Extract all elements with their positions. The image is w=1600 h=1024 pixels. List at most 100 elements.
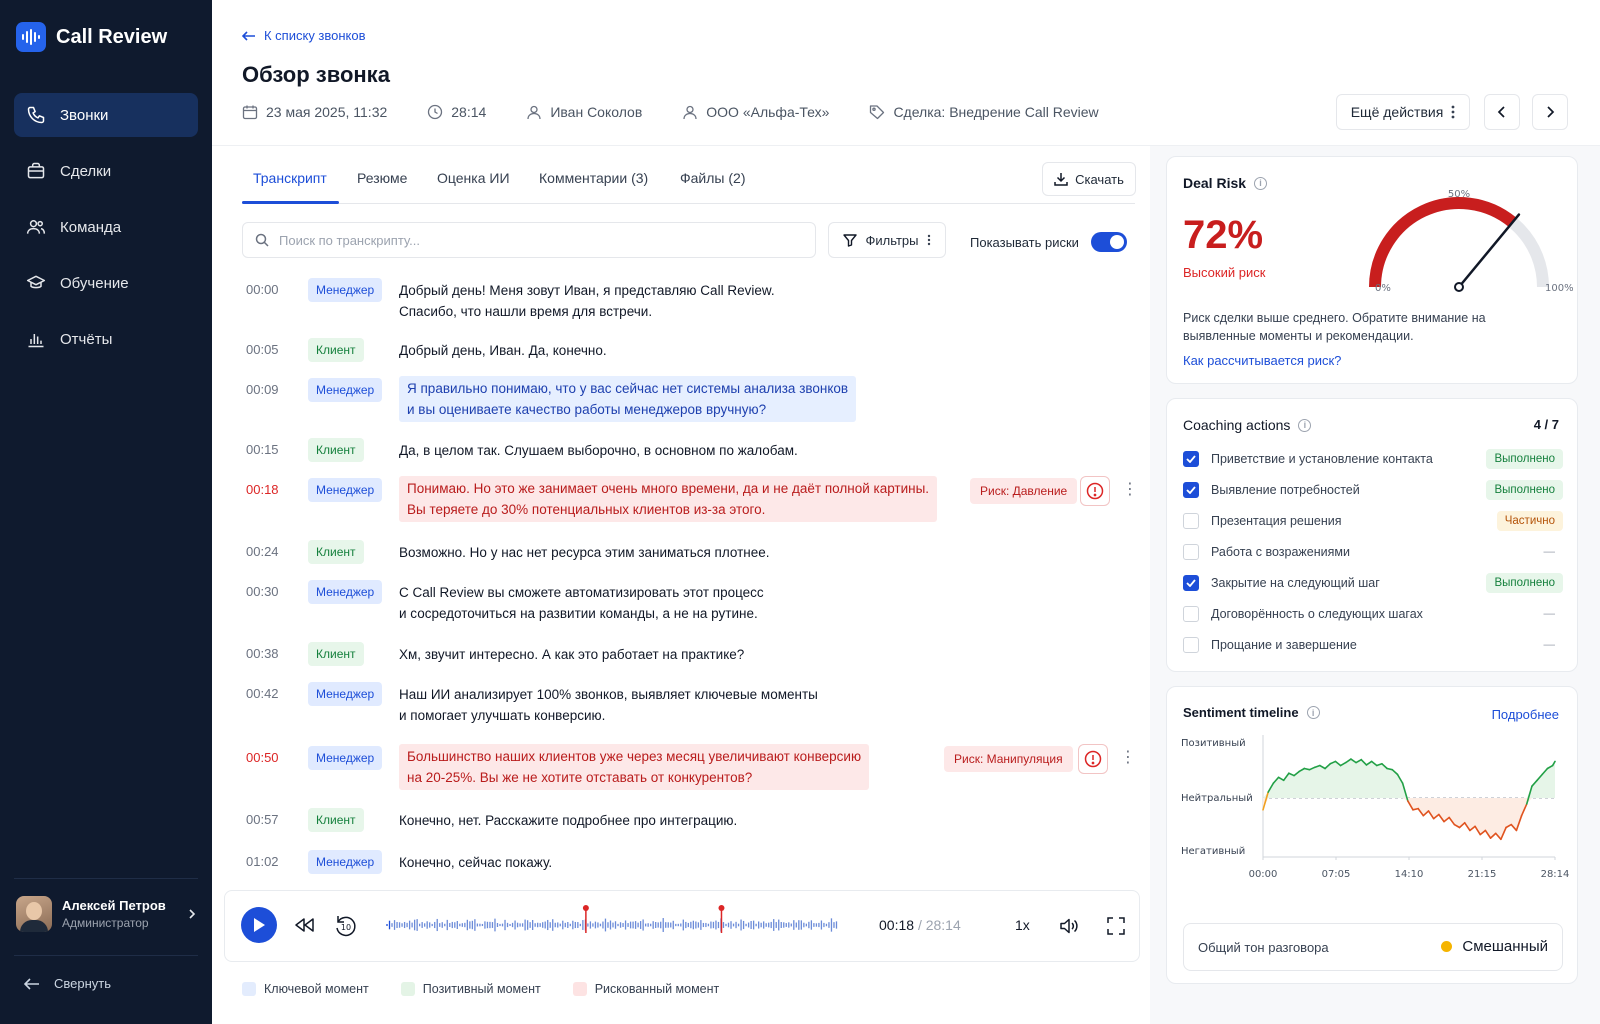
y-tick-label: Негативный <box>1181 846 1245 857</box>
row-time[interactable]: 00:30 <box>246 584 279 599</box>
coaching-title: Coaching actions i <box>1183 417 1312 433</box>
sentiment-segment <box>1510 823 1518 832</box>
utterance-line: Понимаю. Но это же занимает очень много … <box>407 481 930 496</box>
row-more-icon[interactable]: ⋮ <box>1122 481 1138 498</box>
transcript-search-input[interactable]: Поиск по транскрипту... <box>242 222 816 258</box>
speaker-badge: Клиент <box>308 808 364 832</box>
speaker-badge: Клиент <box>308 438 364 462</box>
coaching-item[interactable]: Закрытие на следующий шаг Выполнено <box>1183 573 1563 593</box>
row-time[interactable]: 00:38 <box>246 646 279 661</box>
tab-files[interactable]: Файлы (2) <box>680 170 746 186</box>
legend-label: Позитивный момент <box>422 982 541 996</box>
user-icon <box>683 105 697 120</box>
coaching-item[interactable]: Приветствие и установление контакта Выпо… <box>1183 449 1563 469</box>
sentiment-segment <box>1417 807 1425 817</box>
row-time[interactable]: 00:50 <box>246 750 279 765</box>
checkbox[interactable] <box>1183 482 1199 498</box>
play-button[interactable] <box>241 907 277 943</box>
coaching-item[interactable]: Прощание и завершение — <box>1183 635 1563 655</box>
playback-speed-button[interactable]: 1x <box>1015 917 1030 933</box>
risk-badge[interactable]: Риск: Давление <box>970 478 1078 504</box>
sidebar-item-calls[interactable]: Звонки <box>14 93 198 137</box>
checkbox[interactable] <box>1183 606 1199 622</box>
utterance-line: Конечно, сейчас покажу. <box>399 855 553 870</box>
download-button[interactable]: Скачать <box>1042 162 1136 196</box>
sidebar-divider <box>14 955 198 956</box>
row-time[interactable]: 00:57 <box>246 812 279 827</box>
alert-icon[interactable] <box>1080 476 1110 506</box>
row-time[interactable]: 01:02 <box>246 854 279 869</box>
checkbox[interactable] <box>1183 637 1199 653</box>
checkbox[interactable] <box>1183 544 1199 560</box>
row-time[interactable]: 00:15 <box>246 442 279 457</box>
speaker-badge: Клиент <box>308 642 364 666</box>
speaker-badge: Менеджер <box>308 682 383 706</box>
active-tab-indicator <box>242 201 339 204</box>
risk-calculation-link[interactable]: Как рассчитывается риск? <box>1183 353 1342 368</box>
legend-label: Рискованный момент <box>594 982 720 996</box>
risk-marker[interactable] <box>582 905 589 911</box>
sidebar-item-training[interactable]: Обучение <box>14 261 198 305</box>
speaker-badge: Менеджер <box>308 378 383 402</box>
row-time[interactable]: 00:09 <box>246 382 279 397</box>
skip-to-start-icon[interactable] <box>293 915 315 935</box>
sentiment-segment <box>1298 767 1306 773</box>
row-time[interactable]: 00:00 <box>246 282 279 297</box>
coaching-item[interactable]: Работа с возражениями — <box>1183 542 1563 562</box>
sidebar-item-reports[interactable]: Отчёты <box>14 317 198 361</box>
volume-icon[interactable] <box>1059 916 1079 936</box>
gauge-fill <box>1369 197 1517 288</box>
back-to-calls-link[interactable]: К списку звонков <box>242 28 366 43</box>
utterance-line: на 20-25%. Вы же не хотите отставать от … <box>407 770 753 785</box>
tab-ai-score[interactable]: Оценка ИИ <box>437 170 510 186</box>
row-time[interactable]: 00:18 <box>246 482 279 497</box>
sentiment-details-link[interactable]: Подробнее <box>1491 707 1559 722</box>
sentiment-segment <box>1288 772 1295 777</box>
row-more-icon[interactable]: ⋮ <box>1120 749 1136 766</box>
previous-call-button[interactable] <box>1484 94 1520 130</box>
toggle-switch[interactable] <box>1090 232 1127 252</box>
row-time[interactable]: 00:42 <box>246 686 279 701</box>
checkbox[interactable] <box>1183 451 1199 467</box>
tab-comments[interactable]: Комментарии (3) <box>539 170 649 186</box>
collapse-sidebar-button[interactable]: Свернуть <box>24 976 111 991</box>
coaching-item[interactable]: Выявление потребностей Выполнено <box>1183 480 1563 500</box>
alert-icon[interactable] <box>1078 744 1108 774</box>
sentiment-segment <box>1541 767 1549 776</box>
tab-transcript[interactable]: Транскрипт <box>253 170 327 186</box>
more-actions-button[interactable]: Ещё действия <box>1336 94 1470 130</box>
rewind-10-icon[interactable]: 10 <box>333 913 359 939</box>
show-risks-toggle[interactable]: Показывать риски <box>970 232 1127 252</box>
row-time[interactable]: 00:24 <box>246 544 279 559</box>
fullscreen-icon[interactable] <box>1107 917 1125 935</box>
legend-swatch <box>242 982 256 996</box>
checkbox[interactable] <box>1183 575 1199 591</box>
sidebar-item-label: Команда <box>60 218 122 236</box>
sentiment-segment <box>1391 768 1399 776</box>
row-time[interactable]: 00:05 <box>246 342 279 357</box>
sidebar-item-deals[interactable]: Сделки <box>14 149 198 193</box>
coaching-item-label: Закрытие на следующий шаг <box>1211 576 1380 590</box>
coaching-item[interactable]: Презентация решения Частично <box>1183 511 1563 531</box>
sentiment-segment <box>1308 766 1316 771</box>
legend-swatch <box>572 982 587 996</box>
waveform[interactable] <box>385 903 855 951</box>
risk-badge[interactable]: Риск: Манипуляция <box>944 746 1073 772</box>
sidebar-item-team[interactable]: Команда <box>14 205 198 249</box>
x-tick-label: 28:14 <box>1541 869 1570 880</box>
risk-marker[interactable] <box>718 905 725 911</box>
user-profile[interactable]: Алексей Петров Администратор <box>16 896 198 932</box>
next-call-button[interactable] <box>1532 94 1568 130</box>
info-icon[interactable]: i <box>1298 418 1312 432</box>
coaching-item-label: Прощание и завершение <box>1211 638 1357 652</box>
tab-summary[interactable]: Резюме <box>357 170 408 186</box>
y-tick-label: Нейтральный <box>1181 793 1253 804</box>
app-logo[interactable]: Call Review <box>16 22 167 52</box>
info-icon[interactable]: i <box>1306 706 1320 719</box>
sentiment-segment <box>1453 823 1461 829</box>
checkbox[interactable] <box>1183 513 1199 529</box>
filters-button[interactable]: Фильтры <box>828 222 946 258</box>
info-icon[interactable]: i <box>1254 176 1268 190</box>
utterance-line: Добрый день, Иван. Да, конечно. <box>399 343 607 358</box>
coaching-item[interactable]: Договорённость о следующих шагах — <box>1183 604 1563 624</box>
